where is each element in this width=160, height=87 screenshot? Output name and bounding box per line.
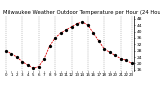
Point: [21, 61, 24, 62]
Point: [108, 52, 111, 53]
Point: [59, 32, 62, 34]
Point: [70, 26, 73, 27]
Point: [87, 25, 89, 26]
Point: [54, 37, 56, 39]
Point: [10, 53, 13, 55]
Point: [65, 29, 67, 31]
Point: [32, 67, 35, 69]
Point: [81, 21, 84, 23]
Point: [37, 66, 40, 67]
Point: [130, 63, 133, 64]
Text: Milwaukee Weather Outdoor Temperature per Hour (24 Hours): Milwaukee Weather Outdoor Temperature pe…: [3, 10, 160, 15]
Point: [103, 48, 106, 50]
Point: [48, 45, 51, 47]
Point: [120, 58, 122, 59]
Point: [92, 32, 95, 34]
Point: [16, 56, 18, 58]
Point: [5, 50, 7, 51]
Point: [98, 40, 100, 42]
Point: [43, 58, 45, 59]
Point: [27, 64, 29, 66]
Point: [125, 60, 128, 61]
Point: [76, 23, 78, 24]
Point: [114, 55, 116, 56]
